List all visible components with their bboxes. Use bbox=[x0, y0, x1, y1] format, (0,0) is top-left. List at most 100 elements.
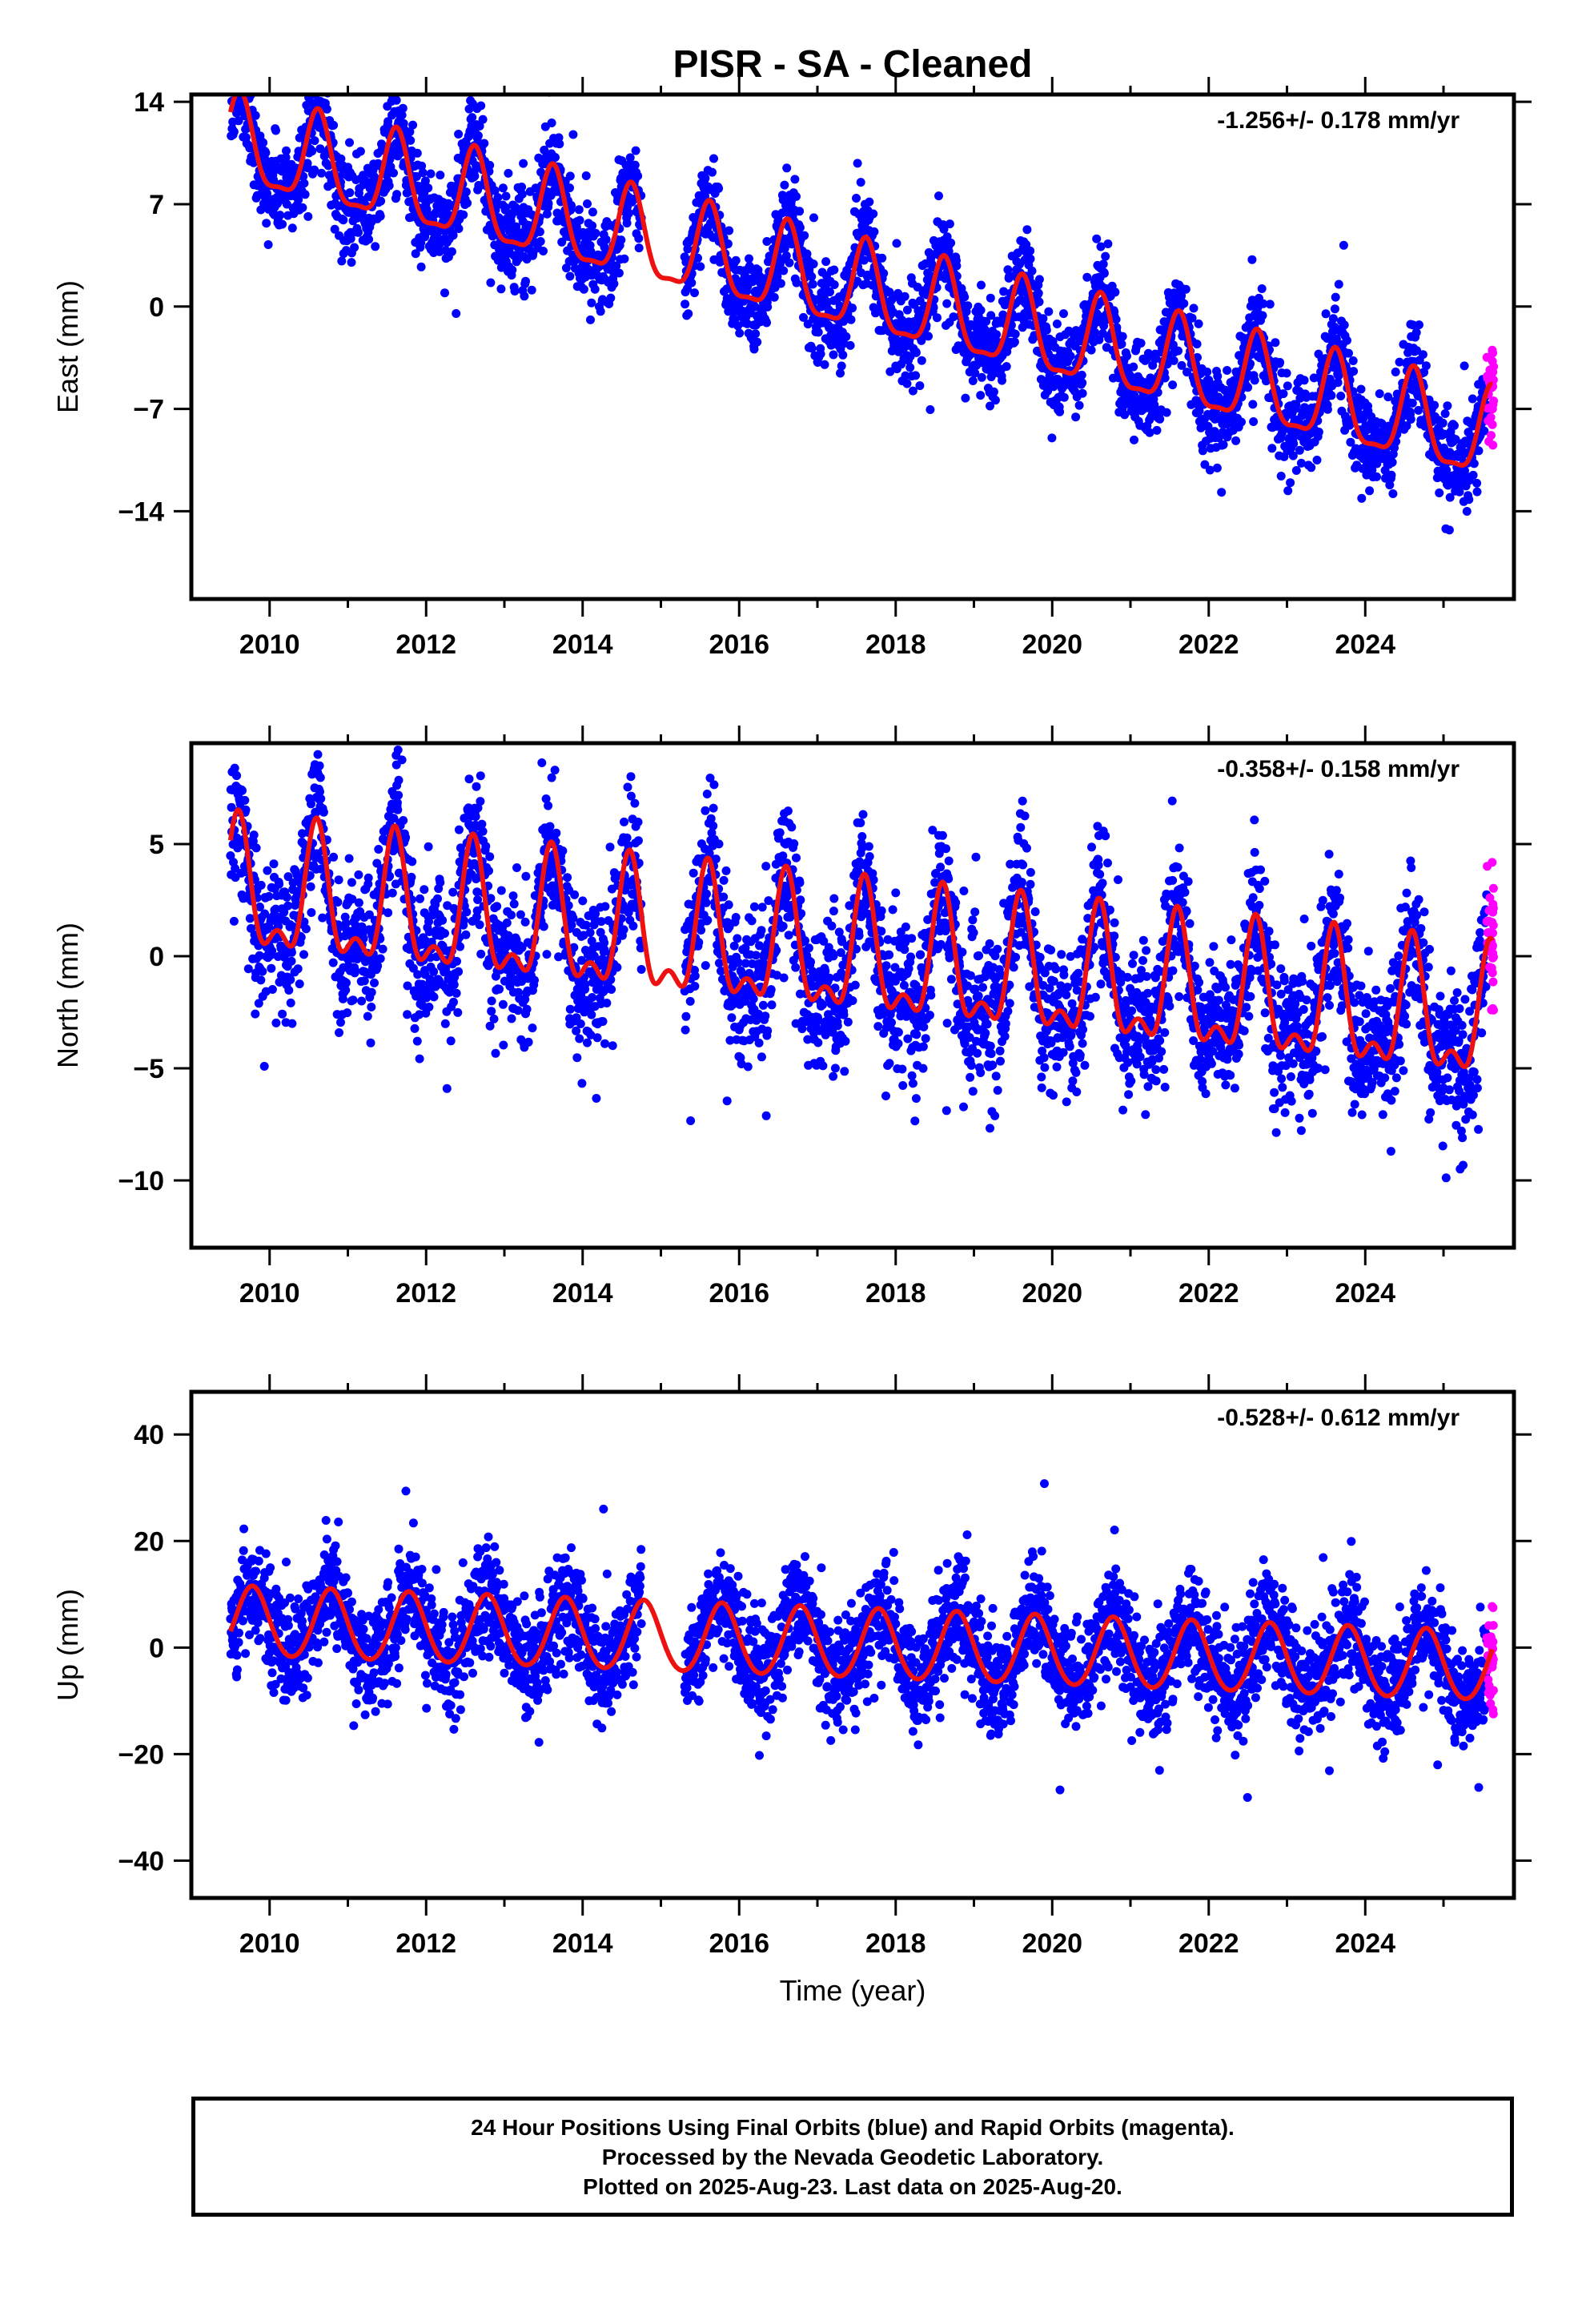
final-orbit-point bbox=[986, 311, 996, 320]
rapid-orbit-point bbox=[1487, 431, 1496, 440]
final-orbit-point bbox=[1181, 284, 1191, 294]
final-orbit-point bbox=[808, 279, 817, 289]
x-tick-label: 2020 bbox=[1022, 629, 1082, 660]
final-orbit-point bbox=[547, 773, 556, 782]
final-orbit-point bbox=[620, 254, 629, 263]
final-orbit-point bbox=[1367, 465, 1377, 475]
final-orbit-point bbox=[475, 920, 484, 930]
x-tick-label: 2022 bbox=[1178, 629, 1239, 660]
east-rapid-orbit-points bbox=[1482, 345, 1499, 450]
y-tick-label: 0 bbox=[149, 292, 164, 323]
final-orbit-point bbox=[1262, 376, 1271, 386]
final-orbit-point bbox=[600, 945, 609, 955]
final-orbit-point bbox=[389, 814, 399, 823]
final-orbit-point bbox=[1348, 356, 1358, 365]
final-orbit-point bbox=[776, 279, 785, 288]
final-orbit-point bbox=[387, 888, 397, 898]
final-orbit-point bbox=[1111, 315, 1121, 324]
final-orbit-point bbox=[323, 161, 333, 171]
final-orbit-point bbox=[871, 308, 880, 318]
final-orbit-point bbox=[491, 1048, 500, 1058]
final-orbit-point bbox=[1210, 427, 1219, 436]
final-orbit-point bbox=[370, 978, 379, 987]
final-orbit-point bbox=[1330, 304, 1339, 314]
final-orbit-point bbox=[329, 120, 339, 130]
final-orbit-point bbox=[1044, 307, 1054, 316]
final-orbit-point bbox=[259, 1062, 269, 1071]
final-orbit-point bbox=[539, 922, 548, 931]
final-orbit-point bbox=[809, 213, 818, 223]
final-orbit-point bbox=[261, 148, 271, 158]
east-x-axis: 2010 2012 2014 2016 2018 2020 2022 2024 bbox=[239, 77, 1445, 660]
final-orbit-point bbox=[877, 253, 887, 263]
final-orbit-point bbox=[1258, 311, 1267, 320]
final-orbit-point bbox=[478, 826, 488, 836]
final-orbit-point bbox=[1042, 325, 1051, 335]
final-orbit-point bbox=[949, 312, 958, 322]
final-orbit-point bbox=[520, 995, 530, 1004]
final-orbit-point bbox=[1168, 380, 1178, 390]
final-orbit-point bbox=[762, 318, 771, 328]
final-orbit-point bbox=[239, 673, 247, 682]
final-orbit-point bbox=[408, 857, 417, 866]
final-orbit-point bbox=[256, 975, 266, 985]
final-orbit-point bbox=[634, 243, 644, 253]
final-orbit-point bbox=[481, 842, 491, 851]
final-orbit-point bbox=[263, 866, 272, 875]
rapid-orbit-point bbox=[1488, 440, 1498, 450]
final-orbit-point bbox=[460, 814, 469, 823]
final-orbit-point bbox=[846, 315, 856, 324]
final-orbit-point bbox=[446, 1036, 456, 1046]
final-orbit-point bbox=[517, 190, 527, 199]
final-orbit-point bbox=[415, 1054, 424, 1063]
final-orbit-point bbox=[1198, 446, 1207, 456]
final-orbit-point bbox=[926, 405, 935, 414]
final-orbit-point bbox=[977, 372, 986, 382]
final-orbit-point bbox=[1344, 348, 1353, 358]
final-orbit-point bbox=[977, 280, 986, 290]
final-orbit-point bbox=[836, 368, 845, 378]
final-orbit-point bbox=[363, 1011, 372, 1021]
final-orbit-point bbox=[1435, 489, 1444, 497]
final-orbit-point bbox=[1365, 486, 1375, 496]
final-orbit-point bbox=[1145, 428, 1154, 437]
final-orbit-point bbox=[838, 350, 848, 360]
final-orbit-point bbox=[763, 302, 773, 312]
final-orbit-point bbox=[335, 1028, 343, 1037]
north-data-layer bbox=[226, 673, 1498, 1183]
final-orbit-point bbox=[976, 391, 986, 400]
final-orbit-point bbox=[271, 1018, 281, 1027]
final-orbit-point bbox=[472, 906, 482, 915]
final-orbit-point bbox=[376, 196, 386, 206]
final-orbit-point bbox=[1450, 420, 1459, 430]
final-orbit-point bbox=[1189, 304, 1199, 313]
final-orbit-point bbox=[231, 714, 240, 722]
final-orbit-point bbox=[1098, 328, 1107, 338]
final-orbit-point bbox=[1213, 372, 1223, 381]
final-orbit-point bbox=[1395, 357, 1404, 367]
final-orbit-point bbox=[536, 237, 545, 246]
final-orbit-point bbox=[690, 288, 699, 298]
final-orbit-point bbox=[1194, 319, 1203, 328]
final-orbit-point bbox=[255, 951, 264, 960]
final-orbit-point bbox=[433, 894, 442, 903]
final-orbit-point bbox=[1231, 436, 1241, 445]
final-orbit-point bbox=[1092, 234, 1102, 243]
final-orbit-point bbox=[478, 115, 488, 124]
final-orbit-point bbox=[622, 219, 632, 228]
final-orbit-point bbox=[319, 807, 328, 817]
final-orbit-point bbox=[751, 329, 761, 339]
final-orbit-point bbox=[1136, 339, 1146, 348]
final-orbit-point bbox=[315, 761, 324, 770]
final-orbit-point bbox=[565, 171, 575, 181]
final-orbit-point bbox=[537, 758, 547, 767]
final-orbit-point bbox=[354, 227, 363, 237]
final-orbit-point bbox=[963, 301, 973, 311]
final-orbit-point bbox=[339, 215, 348, 225]
final-orbit-point bbox=[347, 258, 356, 267]
final-orbit-point bbox=[829, 280, 839, 289]
final-orbit-point bbox=[879, 268, 889, 278]
final-orbit-point bbox=[1444, 525, 1454, 535]
final-orbit-point bbox=[456, 942, 465, 951]
final-orbit-point bbox=[600, 938, 609, 947]
